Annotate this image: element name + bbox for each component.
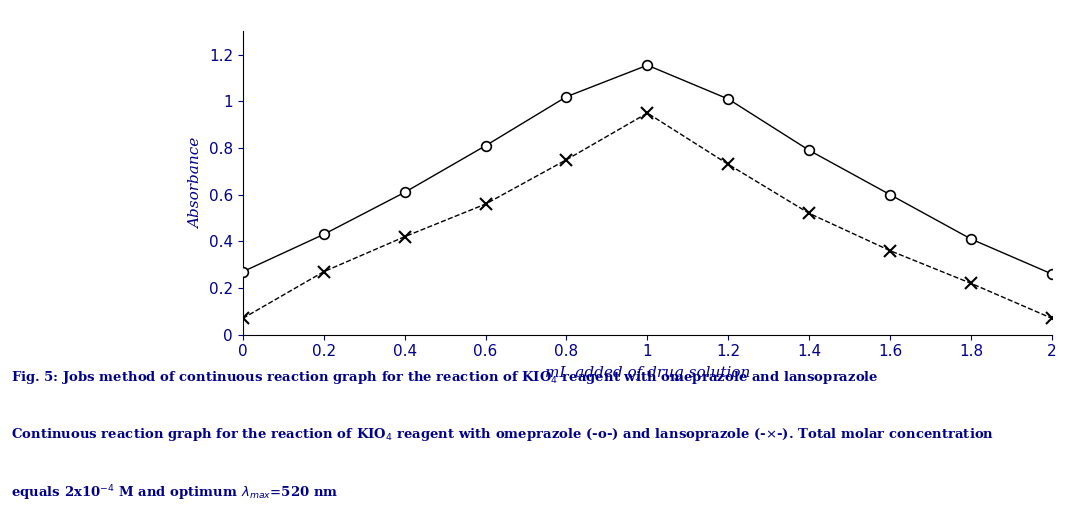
Text: Continuous reaction graph for the reaction of KIO$_4$ reagent with omeprazole (-: Continuous reaction graph for the reacti… (11, 426, 994, 444)
Y-axis label: Absorbance: Absorbance (189, 138, 203, 229)
Text: Fig. 5: Jobs method of continuous reaction graph for the reaction of KIO$_4$ rea: Fig. 5: Jobs method of continuous reacti… (11, 369, 878, 386)
Text: equals 2x10$^{-4}$ M and optimum $\lambda$$_{max}$=520 nm: equals 2x10$^{-4}$ M and optimum $\lambd… (11, 484, 338, 503)
X-axis label: mI  added of drug solution: mI added of drug solution (545, 367, 750, 380)
